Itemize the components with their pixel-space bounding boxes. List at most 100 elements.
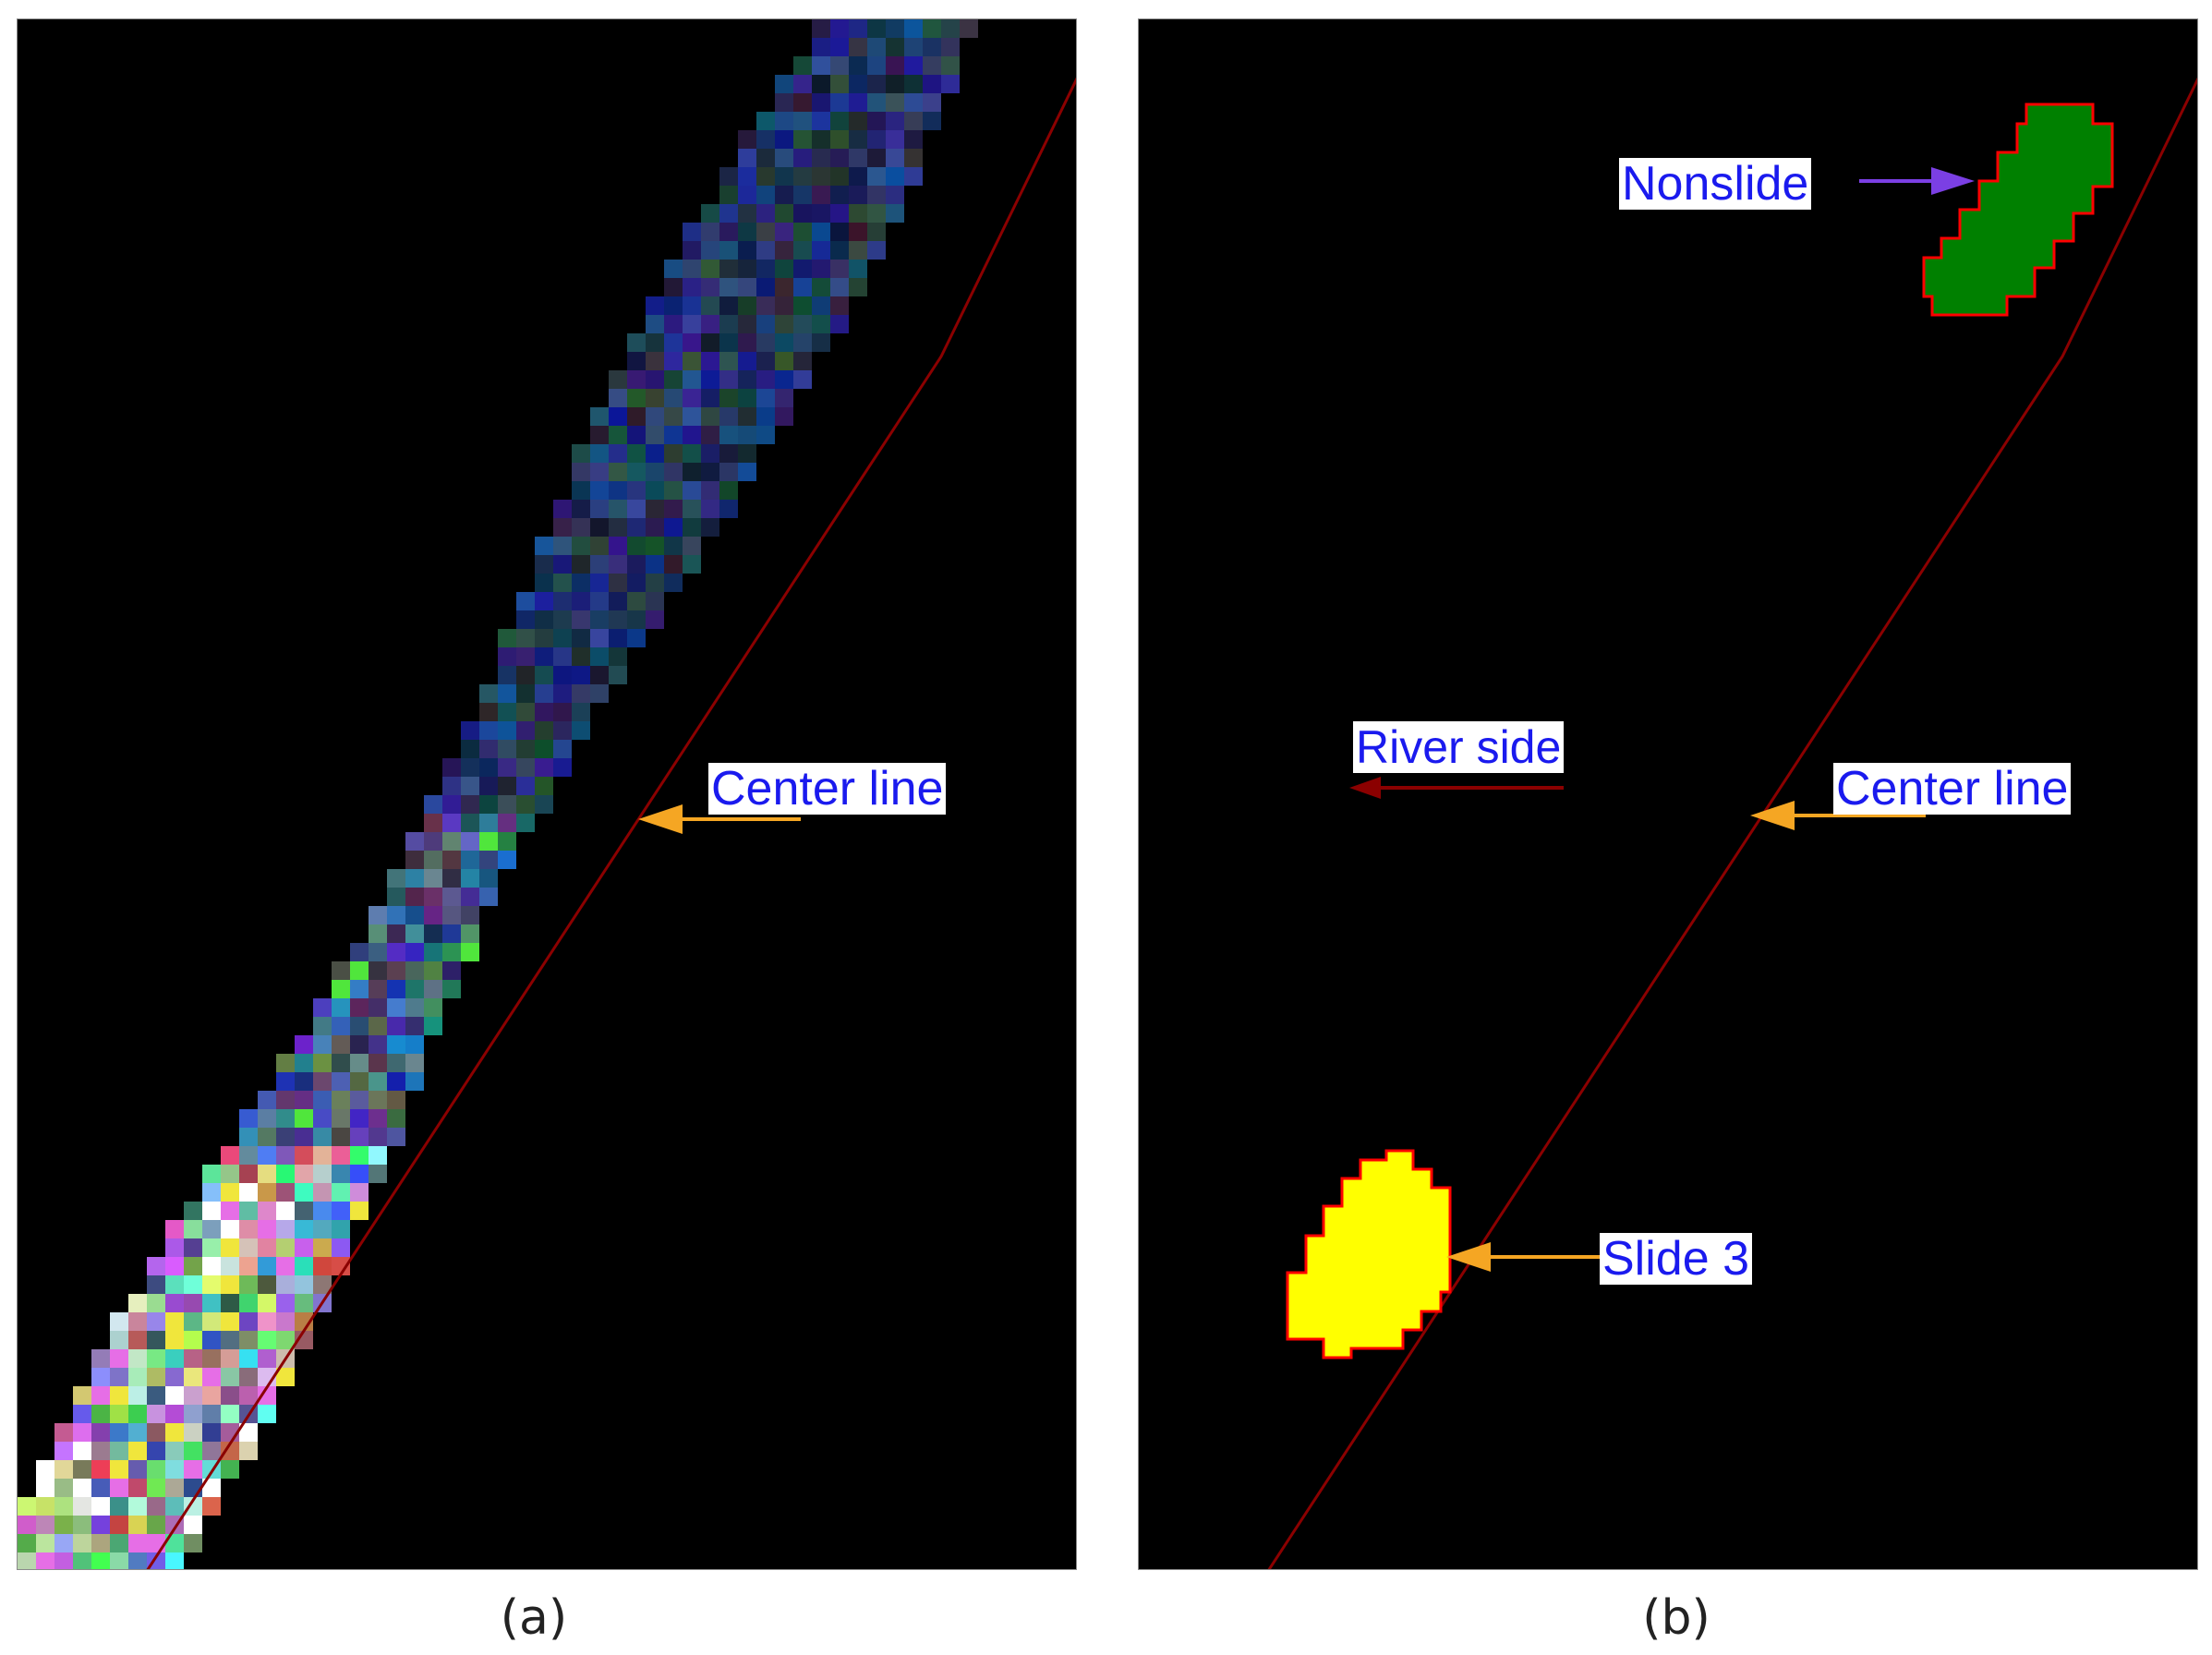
- strip-pixel: [313, 1220, 332, 1238]
- strip-pixel: [239, 1423, 258, 1442]
- strip-pixel: [553, 740, 572, 758]
- strip-pixel: [332, 1109, 350, 1128]
- strip-pixel: [73, 1405, 91, 1423]
- strip-pixel: [775, 204, 793, 223]
- strip-pixel: [701, 389, 719, 407]
- strip-pixel: [239, 1368, 258, 1386]
- strip-pixel: [849, 56, 867, 75]
- strip-pixel: [609, 555, 627, 574]
- strip-pixel: [313, 1183, 332, 1202]
- strip-pixel: [332, 1183, 350, 1202]
- strip-pixel: [350, 961, 369, 980]
- strip-pixel: [683, 444, 701, 463]
- strip-pixel: [701, 241, 719, 260]
- strip-pixel: [258, 1238, 276, 1257]
- strip-pixel: [775, 75, 793, 93]
- strip-pixel: [701, 463, 719, 481]
- strip-pixel: [923, 75, 941, 93]
- strip-pixel: [830, 278, 849, 296]
- strip-pixel: [202, 1349, 221, 1368]
- strip-pixel: [461, 740, 479, 758]
- strip-pixel: [516, 592, 535, 610]
- strip-pixel: [498, 721, 516, 740]
- strip-pixel: [239, 1238, 258, 1257]
- strip-pixel: [664, 426, 683, 444]
- strip-pixel: [738, 370, 756, 389]
- strip-pixel: [313, 1202, 332, 1220]
- strip-pixel: [572, 444, 590, 463]
- strip-pixel: [165, 1423, 184, 1442]
- strip-pixel: [701, 481, 719, 500]
- strip-pixel: [627, 537, 646, 555]
- strip-pixel: [886, 130, 904, 149]
- strip-pixel: [830, 38, 849, 56]
- strip-pixel: [516, 610, 535, 629]
- strip-pixel: [535, 777, 553, 795]
- strip-pixel: [923, 19, 941, 38]
- strip-pixel: [830, 186, 849, 204]
- strip-pixel: [553, 703, 572, 721]
- strip-pixel: [405, 1054, 424, 1072]
- strip-pixel: [18, 1534, 36, 1552]
- strip-pixel: [332, 1128, 350, 1146]
- strip-pixel: [369, 924, 387, 943]
- strip-pixel: [830, 296, 849, 315]
- strip-pixel: [923, 56, 941, 75]
- strip-pixel: [609, 444, 627, 463]
- strip-pixel: [147, 1386, 165, 1405]
- strip-pixel: [239, 1294, 258, 1312]
- strip-pixel: [54, 1516, 73, 1534]
- strip-pixel: [719, 389, 738, 407]
- strip-pixel: [683, 481, 701, 500]
- strip-pixel: [276, 1331, 295, 1349]
- strip-pixel: [479, 795, 498, 814]
- strip-pixel: [258, 1405, 276, 1423]
- strip-pixel: [701, 204, 719, 223]
- strip-pixel: [350, 998, 369, 1017]
- strip-pixel: [756, 370, 775, 389]
- strip-pixel: [886, 19, 904, 38]
- strip-pixel: [184, 1479, 202, 1497]
- strip-pixel: [147, 1275, 165, 1294]
- strip-pixel: [719, 352, 738, 370]
- strip-pixel: [627, 574, 646, 592]
- strip-pixel: [276, 1091, 295, 1109]
- strip-pixel: [775, 370, 793, 389]
- strip-pixel: [313, 1054, 332, 1072]
- strip-pixel: [590, 537, 609, 555]
- pixel-strip: [18, 19, 978, 1569]
- strip-pixel: [664, 518, 683, 537]
- strip-pixel: [110, 1405, 128, 1423]
- strip-pixel: [627, 463, 646, 481]
- strip-pixel: [812, 315, 830, 333]
- strip-pixel: [960, 19, 978, 38]
- strip-pixel: [184, 1516, 202, 1534]
- strip-pixel: [793, 93, 812, 112]
- strip-pixel: [405, 998, 424, 1017]
- strip-pixel: [498, 647, 516, 666]
- strip-pixel: [535, 647, 553, 666]
- strip-pixel: [867, 204, 886, 223]
- strip-pixel: [516, 666, 535, 684]
- strip-pixel: [683, 352, 701, 370]
- strip-pixel: [461, 721, 479, 740]
- strip-pixel: [405, 961, 424, 980]
- strip-pixel: [387, 980, 405, 998]
- strip-pixel: [941, 38, 960, 56]
- strip-pixel: [738, 296, 756, 315]
- strip-pixel: [239, 1275, 258, 1294]
- strip-pixel: [276, 1202, 295, 1220]
- strip-pixel: [793, 149, 812, 167]
- strip-pixel: [886, 56, 904, 75]
- strip-pixel: [775, 407, 793, 426]
- strip-pixel: [830, 167, 849, 186]
- strip-pixel: [849, 112, 867, 130]
- strip-pixel: [442, 980, 461, 998]
- strip-pixel: [812, 186, 830, 204]
- strip-pixel: [719, 278, 738, 296]
- strip-pixel: [941, 56, 960, 75]
- strip-pixel: [258, 1091, 276, 1109]
- strip-pixel: [128, 1331, 147, 1349]
- strip-pixel: [461, 758, 479, 777]
- strip-pixel: [498, 814, 516, 832]
